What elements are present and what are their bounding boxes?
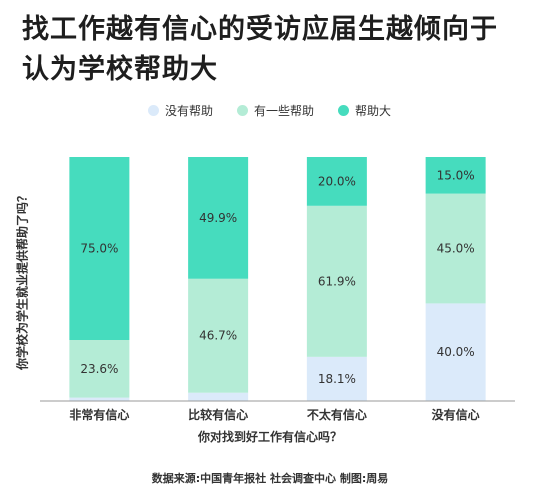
source-note: 数据来源:中国青年报社 社会调查中心 制图:周易	[151, 472, 389, 485]
legend-item-big-help: 帮助大	[338, 102, 391, 119]
bar-segment	[188, 157, 249, 279]
legend: 没有帮助 有一些帮助 帮助大	[148, 102, 391, 119]
x-tick-label: 比较有信心	[188, 407, 248, 422]
y-axis-label: 你学校为学生就业提供帮助了吗？	[15, 189, 30, 371]
bar-segment	[306, 205, 367, 357]
bar-segment	[425, 193, 486, 304]
legend-item-no-help: 没有帮助	[148, 102, 213, 119]
legend-item-some-help: 有一些帮助	[237, 102, 314, 119]
bar-segment	[69, 397, 130, 401]
x-tick-label: 没有信心	[432, 407, 480, 422]
legend-label-no-help: 没有帮助	[165, 104, 214, 118]
bar-segment	[306, 157, 367, 206]
data-label: 75.0%	[80, 242, 118, 256]
data-label: 46.7%	[199, 329, 237, 343]
data-label: 45.0%	[437, 242, 475, 256]
x-axis-label: 你对找到好工作有信心吗？	[197, 430, 342, 444]
x-tick-label: 不太有信心	[307, 407, 367, 422]
data-label: 49.9%	[199, 211, 237, 225]
legend-label-some-help: 有一些帮助	[254, 104, 315, 118]
legend-label-big-help: 帮助大	[355, 104, 392, 118]
legend-swatch-no-help	[148, 105, 159, 116]
data-label: 15.0%	[437, 168, 475, 182]
data-label: 20.0%	[318, 174, 356, 188]
data-label: 18.1%	[318, 372, 356, 386]
data-label: 23.6%	[80, 362, 118, 376]
bar-segment	[69, 157, 130, 340]
x-tick-label: 非常有信心	[69, 407, 129, 422]
legend-swatch-big-help	[338, 105, 350, 116]
legend-swatch-some-help	[237, 105, 249, 116]
bar-segment	[306, 356, 367, 401]
bar-segment	[425, 303, 486, 401]
chart-title: 找工作越有信心的受访应届生越倾向于认为学校帮助大	[22, 14, 498, 85]
bar-segment	[188, 392, 249, 401]
data-label: 40.0%	[437, 345, 475, 359]
bar-segment	[69, 340, 130, 398]
bar-segment	[188, 278, 249, 393]
bar-segment	[425, 157, 486, 194]
data-label: 61.9%	[318, 274, 356, 288]
